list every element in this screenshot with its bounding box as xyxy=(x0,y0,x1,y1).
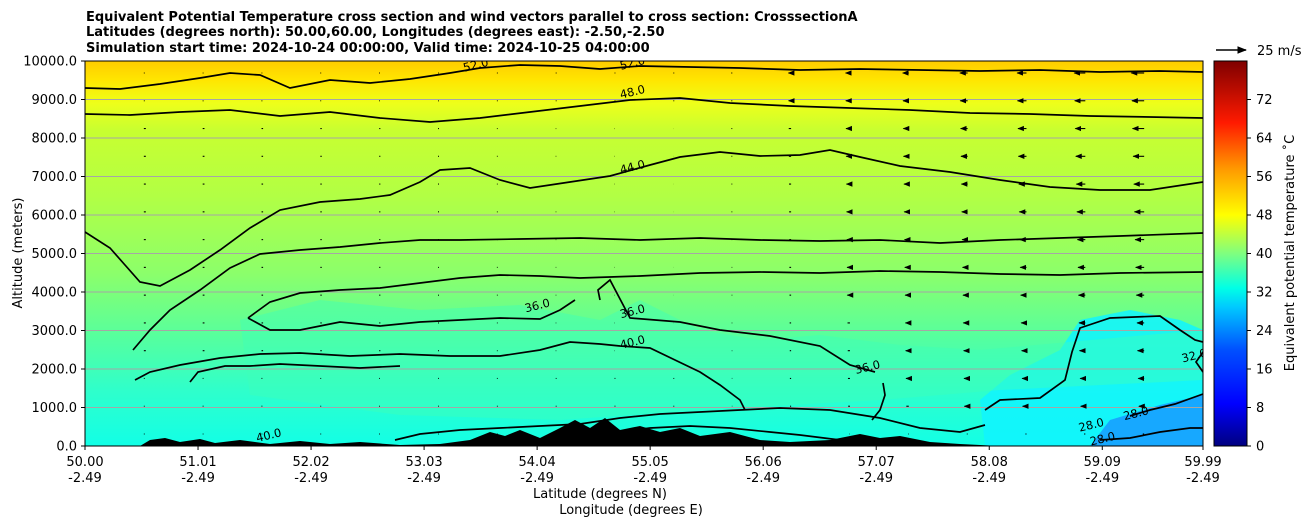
contour-label-11: 28.0 xyxy=(1088,429,1116,449)
contour-label-5: 36.0 xyxy=(618,301,646,321)
y-axis-ticks: 0.0 1000.0 2000.0 3000.0 4000.0 5000.0 6000.0 7… xyxy=(23,55,85,455)
x-tick-label-lat-1: 51.01 xyxy=(179,455,216,470)
x-tick-label-lat-4: 54.04 xyxy=(519,455,556,470)
contour-44-line xyxy=(85,149,1203,287)
colorbar-tick-label-5: 40 xyxy=(1256,247,1273,262)
x-tick-label-lat-6: 56.06 xyxy=(745,455,782,470)
contour-label-9: 28.0 xyxy=(1077,415,1105,435)
x-tick-label-lat-5: 55.05 xyxy=(632,455,669,470)
contour-label-4: 36.0 xyxy=(523,296,551,316)
contour-label-8: 40.0 xyxy=(255,425,283,445)
terrain xyxy=(85,418,1000,446)
x-axis-ticks: 50.00-2.4951.01-2.4952.02-2.4953.03-2.49… xyxy=(66,446,1222,486)
x-tick-label-lat-3: 53.03 xyxy=(405,455,442,470)
contour-label-2: 48.0 xyxy=(618,82,646,102)
y-tick-label-0: 0.0 xyxy=(56,440,77,455)
contour-40-upper-line xyxy=(132,232,1203,351)
mid-level-cool-tongue xyxy=(240,300,1203,420)
y-tick-label-8: 8000.0 xyxy=(32,132,78,147)
x-axis-label: Latitude (degrees N) xyxy=(533,487,667,502)
contour-label-6: 40.0 xyxy=(618,332,646,352)
x-tick-label-lon-6: -2.49 xyxy=(746,471,780,486)
y-tick-label-10: 10000.0 xyxy=(23,55,77,70)
chart-title-line-1: Equivalent Potential Temperature cross s… xyxy=(86,10,858,25)
contour-52-line xyxy=(85,64,1203,90)
x-tick-label-lon-0: -2.49 xyxy=(68,471,102,486)
colorbar-tick-label-2: 16 xyxy=(1256,363,1273,378)
contour-label-3: 44.0 xyxy=(618,157,646,177)
contour-near-surface-line xyxy=(394,407,986,441)
colorbar-tick-label-7: 56 xyxy=(1256,170,1273,185)
x-tick-label-lon-10: -2.49 xyxy=(1186,471,1220,486)
plot-area: 52.0 52.048.044.036.0 36.040.036.040.028.0… xyxy=(85,53,1208,449)
x-tick-label-lat-8: 58.08 xyxy=(971,455,1008,470)
contour-40-mid-line xyxy=(134,341,746,411)
y-tick-label-4: 4000.0 xyxy=(32,286,78,301)
y-tick-label-5: 5000.0 xyxy=(32,247,78,262)
contour-36-upper-line xyxy=(247,270,1203,319)
colorbar-tick-label-3: 24 xyxy=(1256,324,1273,339)
x-tick-label-lat-7: 57.07 xyxy=(858,455,895,470)
quiver-key-label: 25 m/s xyxy=(1257,44,1302,59)
y-tick-label-1: 1000.0 xyxy=(32,401,78,416)
y-tick-label-3: 3000.0 xyxy=(32,324,78,339)
x-tick-label-lat-0: 50.00 xyxy=(66,455,103,470)
x-tick-label-lat-10: 59.99 xyxy=(1184,455,1221,470)
contour-labels: 52.0 52.048.044.036.0 36.040.036.040.028.0… xyxy=(255,53,1208,449)
contour-36-inner-line xyxy=(247,299,576,331)
contour-48-line xyxy=(85,97,1203,123)
x-tick-label-lon-1: -2.49 xyxy=(181,471,215,486)
chart-title-line-3: Simulation start time: 2024-10-24 00:00:… xyxy=(86,41,650,56)
x-tick-label-lat-2: 52.02 xyxy=(292,455,329,470)
contour-36-east-line xyxy=(597,278,876,373)
colorbar-tick-label-9: 72 xyxy=(1256,93,1273,108)
colorbar-tick-label-4: 32 xyxy=(1256,286,1273,301)
contour-label-1: 52.0 xyxy=(618,53,646,73)
colorbar-tick-label-1: 8 xyxy=(1256,401,1264,416)
contour-lines xyxy=(85,64,1203,443)
y-tick-label-7: 7000.0 xyxy=(32,170,78,185)
wind-vectors xyxy=(143,70,1145,435)
x-tick-label-lon-4: -2.49 xyxy=(520,471,554,486)
contour-36-east-vertical-line xyxy=(871,382,886,421)
contour-28-lower-line xyxy=(1099,427,1203,441)
contour-near-surface-2-line xyxy=(619,425,881,443)
x-tick-label-lon-8: -2.49 xyxy=(972,471,1006,486)
contour-28-line xyxy=(1129,393,1203,417)
y-tick-label-9: 9000.0 xyxy=(32,93,78,108)
colorbar-tick-label-0: 0 xyxy=(1256,440,1264,455)
x-tick-label-lon-3: -2.49 xyxy=(407,471,441,486)
chart-title-line-2: Latitudes (degrees north): 50.00,60.00, … xyxy=(86,25,665,40)
contour-label-7: 36.0 xyxy=(853,357,881,377)
y-tick-label-2: 2000.0 xyxy=(32,363,78,378)
x-tick-label-lon-7: -2.49 xyxy=(859,471,893,486)
x-tick-label-lon-9: -2.49 xyxy=(1085,471,1119,486)
x-tick-label-lon-5: -2.49 xyxy=(633,471,667,486)
contour-32-right-line xyxy=(984,315,1203,411)
y-axis-label: Altitude (meters) xyxy=(11,198,26,309)
x-axis-label-2: Longitude (degrees E) xyxy=(559,503,703,518)
contour-32-lower-right-line xyxy=(1194,351,1203,373)
colorbar-ticks: 0 8 16 24 32 40 48 56 64 72 xyxy=(1247,93,1273,455)
colorbar-label: Equivalent potential temperature ˚C xyxy=(1282,135,1298,371)
contour-40-loop-line xyxy=(189,363,401,383)
colorbar-tick-label-6: 48 xyxy=(1256,209,1273,224)
colorbar xyxy=(1213,60,1248,447)
colorbar-tick-label-8: 64 xyxy=(1256,132,1273,147)
x-tick-label-lat-9: 59.09 xyxy=(1084,455,1121,470)
contour-label-12: 32.0 xyxy=(1180,346,1208,366)
y-tick-label-6: 6000.0 xyxy=(32,209,78,224)
x-tick-label-lon-2: -2.49 xyxy=(294,471,328,486)
